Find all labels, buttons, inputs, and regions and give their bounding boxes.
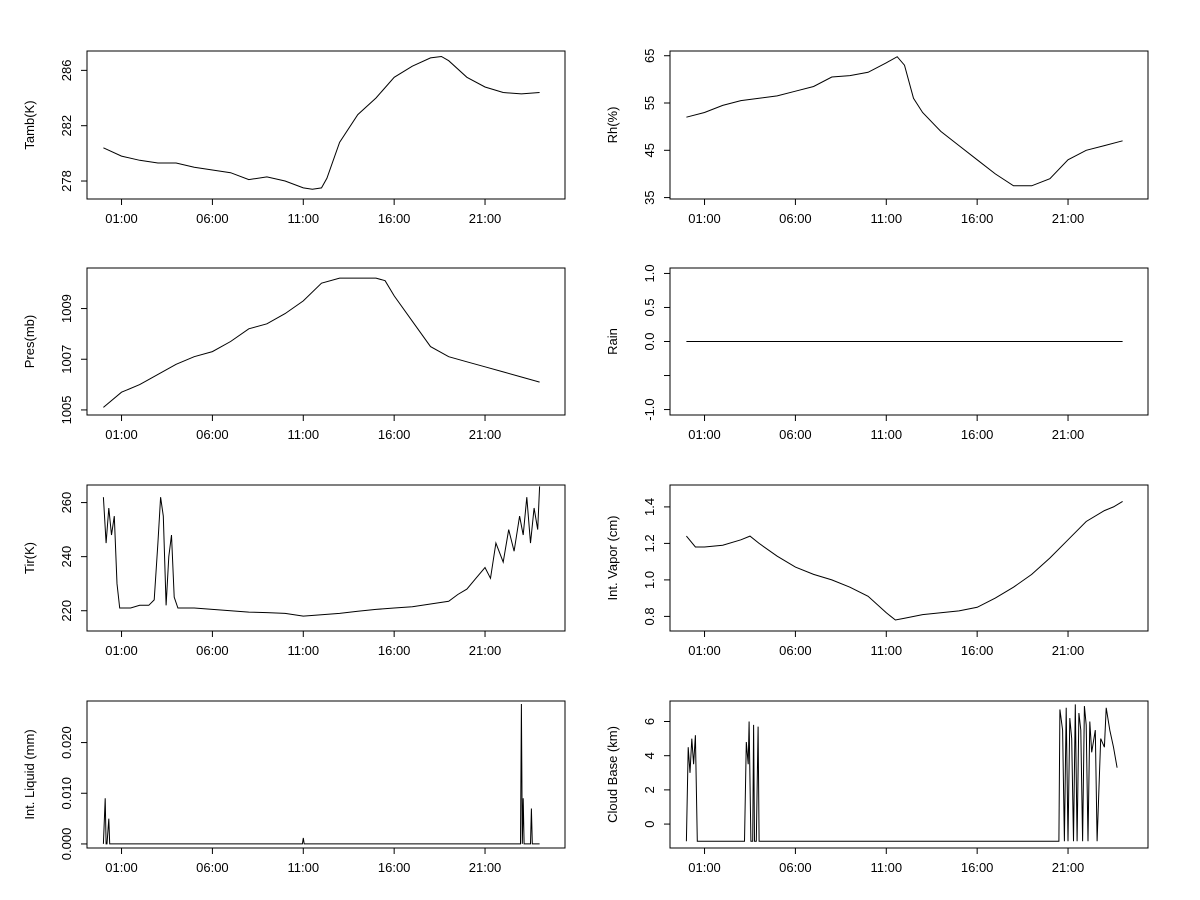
rain-y-axis-label: Rain — [605, 328, 620, 355]
vapor-y-tick-label: 1.2 — [642, 534, 657, 552]
tamb-x-tick-label: 06:00 — [196, 211, 229, 226]
cloud-x-tick-label: 16:00 — [961, 860, 994, 875]
tamb-y-axis-label: Tamb(K) — [22, 100, 37, 149]
vapor-plot-frame — [669, 484, 1149, 632]
liquid-series-line — [102, 703, 540, 845]
liquid-y-tick-label: 0.020 — [59, 726, 74, 759]
cloud-y-tick-label: 2 — [642, 786, 657, 793]
vapor-y-tick-label: 0.8 — [642, 607, 657, 625]
liquid-x-tick-label: 21:00 — [469, 860, 502, 875]
pres-x-tick-label: 06:00 — [196, 427, 229, 442]
pres-y-tick-label: 1005 — [59, 395, 74, 424]
rh-x-tick-label: 21:00 — [1052, 211, 1085, 226]
tamb-y-tick-label: 278 — [59, 170, 74, 192]
pres-x-tick-label: 11:00 — [287, 427, 319, 442]
liquid-x-tick-label: 16:00 — [378, 860, 411, 875]
cloud-y-tick-label: 6 — [642, 718, 657, 725]
rain-y-tick-label: -1.0 — [642, 398, 657, 420]
pres-x-tick-label: 21:00 — [469, 427, 502, 442]
tir-x-tick-label: 06:00 — [196, 643, 229, 658]
tamb-y-tick-label: 282 — [59, 115, 74, 137]
pres-plot-frame — [86, 267, 566, 416]
cloud-y-tick-label: 4 — [642, 752, 657, 759]
rain-y-tick-label: 1.0 — [642, 264, 657, 282]
tir-y-tick-label: 260 — [59, 492, 74, 514]
tamb-x-tick-label: 21:00 — [469, 211, 502, 226]
cloud-x-tick-label: 21:00 — [1052, 860, 1085, 875]
cloud-x-tick-label: 11:00 — [870, 860, 902, 875]
rh-x-tick-label: 11:00 — [870, 211, 902, 226]
rain-y-tick-label: 0.5 — [642, 298, 657, 316]
rh-y-axis-label: Rh(%) — [605, 107, 620, 144]
rh-y-tick-label: 55 — [642, 96, 657, 110]
liquid-x-tick-label: 01:00 — [105, 860, 138, 875]
pres-y-axis-label: Pres(mb) — [22, 315, 37, 368]
cloud-x-tick-label: 06:00 — [779, 860, 812, 875]
cloud-y-axis-label: Cloud Base (km) — [605, 726, 620, 823]
vapor-y-tick-label: 1.4 — [642, 498, 657, 516]
pres-series-line — [103, 277, 540, 408]
liquid-y-tick-label: 0.010 — [59, 777, 74, 810]
liquid-x-tick-label: 06:00 — [196, 860, 229, 875]
rain-x-tick-label: 16:00 — [961, 427, 994, 442]
vapor-x-tick-label: 01:00 — [688, 643, 721, 658]
liquid-y-axis-label: Int. Liquid (mm) — [22, 729, 37, 819]
tir-x-tick-label: 16:00 — [378, 643, 411, 658]
tamb-x-tick-label: 01:00 — [105, 211, 138, 226]
tamb-x-tick-label: 16:00 — [378, 211, 411, 226]
rain-x-tick-label: 06:00 — [779, 427, 812, 442]
pres-x-tick-label: 16:00 — [378, 427, 411, 442]
vapor-series-line — [686, 500, 1123, 621]
vapor-x-tick-label: 16:00 — [961, 643, 994, 658]
rain-x-tick-label: 11:00 — [870, 427, 902, 442]
cloud-y-tick-label: 0 — [642, 820, 657, 827]
rh-y-tick-label: 45 — [642, 143, 657, 157]
rain-x-tick-label: 21:00 — [1052, 427, 1085, 442]
tir-series-line — [102, 486, 541, 617]
pres-y-tick-label: 1007 — [59, 345, 74, 374]
pres-y-tick-label: 1009 — [59, 294, 74, 323]
cloud-plot-frame — [669, 700, 1149, 849]
rh-x-tick-label: 06:00 — [779, 211, 812, 226]
rh-y-tick-label: 65 — [642, 48, 657, 62]
rh-x-tick-label: 01:00 — [688, 211, 721, 226]
cloud-series-line — [685, 704, 1118, 842]
tir-y-tick-label: 220 — [59, 600, 74, 622]
liquid-x-tick-label: 11:00 — [287, 860, 319, 875]
rh-plot-frame — [669, 50, 1149, 200]
rh-y-tick-label: 35 — [642, 190, 657, 204]
vapor-y-tick-label: 1.0 — [642, 571, 657, 589]
rain-y-tick-label: 0.0 — [642, 332, 657, 350]
tir-y-axis-label: Tir(K) — [22, 542, 37, 574]
rh-series-line — [686, 56, 1123, 187]
vapor-y-axis-label: Int. Vapor (cm) — [605, 515, 620, 600]
pres-x-tick-label: 01:00 — [105, 427, 138, 442]
tamb-y-tick-label: 286 — [59, 60, 74, 82]
vapor-x-tick-label: 06:00 — [779, 643, 812, 658]
tamb-x-tick-label: 11:00 — [287, 211, 319, 226]
rh-x-tick-label: 16:00 — [961, 211, 994, 226]
tir-x-tick-label: 01:00 — [105, 643, 138, 658]
vapor-x-tick-label: 11:00 — [870, 643, 902, 658]
tir-x-tick-label: 11:00 — [287, 643, 319, 658]
tir-y-tick-label: 240 — [59, 546, 74, 568]
rain-x-tick-label: 01:00 — [688, 427, 721, 442]
cloud-x-tick-label: 01:00 — [688, 860, 721, 875]
vapor-x-tick-label: 21:00 — [1052, 643, 1085, 658]
liquid-y-tick-label: 0.000 — [59, 828, 74, 861]
tir-plot-frame — [86, 484, 566, 632]
tamb-plot-frame — [86, 50, 566, 200]
tir-x-tick-label: 21:00 — [469, 643, 502, 658]
liquid-plot-frame — [86, 700, 566, 849]
tamb-series-line — [103, 55, 540, 190]
